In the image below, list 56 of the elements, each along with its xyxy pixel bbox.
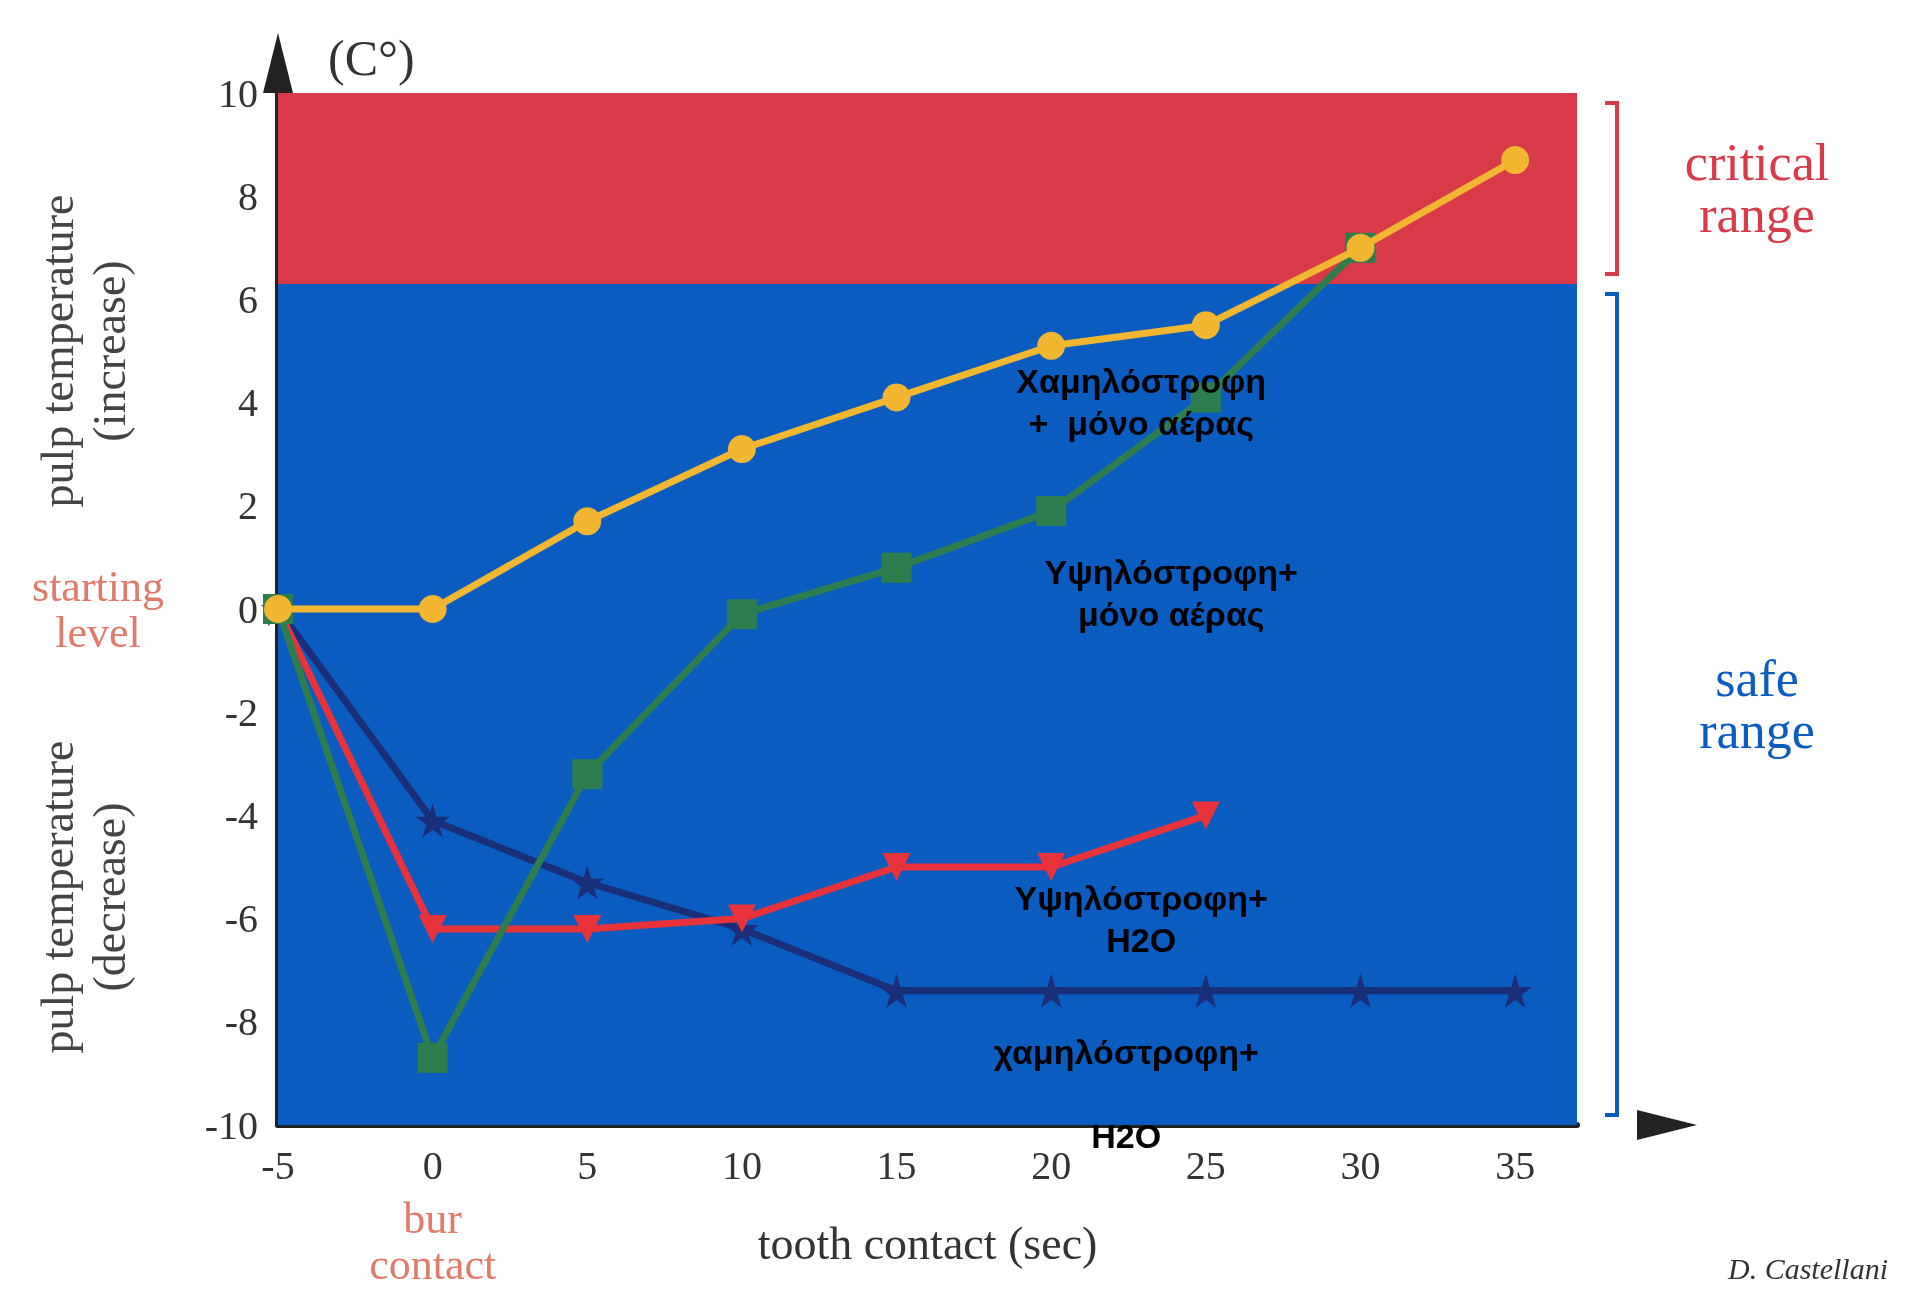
series-label: Υψηλόστροφη+ μόνο αέρας [1044,552,1298,633]
band-label: safe range [1699,649,1815,759]
point [1037,331,1066,360]
point [1501,146,1530,175]
x-tick-label: 5 [577,1142,598,1188]
x-tick-label: 25 [1185,1142,1226,1188]
y-tick-label: 10 [218,70,258,116]
point [882,383,911,412]
band-label: critical range [1684,133,1830,243]
point [573,914,602,943]
x-tick-label: 35 [1495,1142,1536,1188]
point [882,853,911,881]
x-tick-label: 15 [876,1142,917,1188]
text: D. Castellani [1726,1251,1888,1285]
point [1343,973,1378,1008]
point [1034,973,1069,1008]
point [418,595,447,623]
annotation: bur contact [369,1193,497,1289]
y-tick-label: -2 [224,689,258,735]
point [727,435,756,464]
text: pulp temperature (decrease) [31,740,135,1054]
y-tick-label: -6 [224,896,258,942]
point [1037,853,1066,881]
y-tick-label: -10 [204,1102,258,1148]
x-tick-label: -5 [261,1142,295,1188]
y-tick-label: 8 [238,173,258,219]
point [418,914,447,943]
x-tick-label: 30 [1340,1142,1381,1188]
point [572,759,603,790]
text: (C°) [328,30,415,86]
point [570,865,605,900]
x-tick-label: 0 [422,1142,443,1188]
point [1191,311,1220,340]
point [1498,973,1533,1008]
x-axis-title: tooth contact (sec) [757,1217,1098,1269]
y-tick-label: 0 [238,586,258,632]
y-tick-label: -8 [224,999,258,1045]
y-axis-title: pulp temperature (increase) [31,194,135,508]
annotation: starting level [32,561,164,657]
y-tick-label: 6 [238,276,258,322]
point [881,552,912,583]
x-tick-label: 10 [721,1142,762,1188]
point [417,1042,448,1073]
point [727,904,756,933]
x-tick-label: 20 [1031,1142,1072,1188]
y-tick-label: -4 [224,792,258,838]
point [415,803,450,838]
point [726,599,757,630]
series-label: Υψηλόστροφη+ H2O [1014,879,1268,959]
point [1036,495,1067,526]
y-tick-label: 2 [238,483,258,529]
point [1188,973,1223,1008]
point [573,507,602,536]
point [879,973,914,1008]
point [1191,801,1220,830]
y-tick-label: 4 [238,380,258,426]
